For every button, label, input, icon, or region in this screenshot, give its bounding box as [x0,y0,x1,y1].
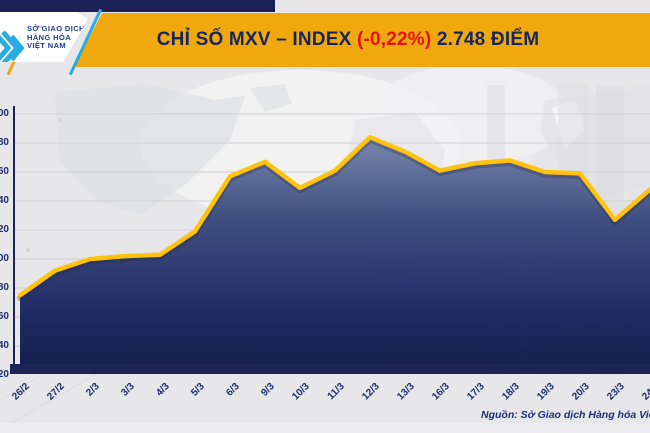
y-tick-label: 2.700 [0,253,9,264]
y-tick-label: 2.740 [0,195,9,206]
y-tick-label: 2.720 [0,224,9,235]
source-credit: Nguồn: Sở Giao dịch Hàng hóa Việt Nam [481,409,650,421]
y-tick-label: 2.780 [0,137,9,148]
bottom-light-band [0,423,650,433]
top-navy-strip [0,0,275,12]
triple-chevron-right-icon [0,30,25,62]
trademark-symbol: TM [36,24,42,29]
y-tick-label: 2.640 [0,340,9,351]
area-series-fill [20,137,650,370]
title-change-percent: (-0,22%) [356,29,432,50]
line-series [17,134,650,298]
page-title: CHỈ SỐ MXV – INDEX (-0,22%) 2.748 ĐIỂM [74,29,650,51]
logo-text: SỞ GIAO DỊCH HÀNG HÓA VIỆT NAM [27,24,85,51]
y-tick-label: 2.660 [0,311,9,322]
x-axis-bar [10,364,650,374]
title-banner: CHỈ SỐ MXV – INDEX (-0,22%) 2.748 ĐIỂM [74,13,650,67]
y-tick-label: 2.760 [0,166,9,177]
title-prefix: CHỈ SỐ MXV – INDEX [156,29,357,50]
logo-line-2: HÀNG HÓA [27,32,72,42]
y-tick-label: 2.620 [0,369,9,380]
logo-line-3: VIỆT NAM [27,41,67,51]
y-tick-label: 2.800 [0,108,9,119]
y-tick-label: 2.680 [0,282,9,293]
logo-line-1: SỞ GIAO DỊCH [27,24,85,33]
title-points: 2.748 ĐIỂM [431,29,540,50]
